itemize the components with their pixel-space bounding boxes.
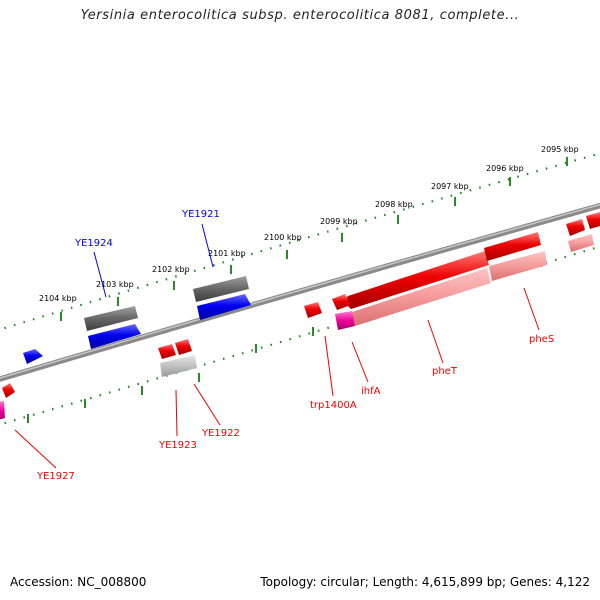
outer-major-ticks [60,157,568,321]
kbp-label: 2098 kbp [375,200,413,209]
gene-label-YE1927: YE1927 [36,471,75,482]
gene-label-YE1924: YE1924 [74,238,113,249]
gene-label-YE1921: YE1921 [181,209,220,220]
gene-label-pheS: pheS [529,334,554,345]
gene-YE1927-rna[interactable] [0,401,5,420]
genome-backbone-highlight [0,203,600,379]
gene-YE1923[interactable] [158,344,176,359]
gene-label-ihfA: ihfA [361,386,381,397]
kbp-label: 2096 kbp [486,164,524,173]
gene-YE1921[interactable] [197,294,251,320]
kbp-label: 2103 kbp [96,280,134,289]
kbp-label: 2102 kbp [152,265,190,274]
gene-label-trp1400A: trp1400A [310,400,357,411]
gene-YE1922[interactable] [175,339,192,355]
gene-ihfA-rna[interactable] [335,311,355,330]
accession-text: Accession: NC_008800 [10,575,147,589]
gene-label-pheT: pheT [432,366,458,377]
gene-small-reverse-b[interactable] [566,219,585,236]
leader-lines-reverse [14,287,540,469]
gene-label-YE1922: YE1922 [201,428,240,439]
kbp-label: 2095 kbp [541,145,579,154]
gene-YE1924-pseudo[interactable] [84,306,138,331]
page-title: Yersinia enterocolitica subsp. enterocol… [80,8,520,23]
gene-pheT-light[interactable] [352,268,491,326]
leader-lines-forward [93,223,214,298]
kbp-label: 2100 kbp [264,233,302,242]
genome-backbone [0,202,600,382]
gene-small-reverse-light[interactable] [568,234,594,252]
genome-summary-text: Topology: circular; Length: 4,615,899 bp… [260,575,590,589]
kbp-label: 2099 kbp [320,217,358,226]
gene-YE1927[interactable] [2,383,15,398]
gene-pheS-block[interactable] [484,232,541,261]
gene-YE1921-pseudo[interactable] [193,276,249,302]
kbp-label: 2104 kbp [39,294,77,303]
gene-pheT-block[interactable] [343,251,489,309]
gene-YE1924[interactable] [88,324,141,349]
kbp-label: 2101 kbp [208,249,246,258]
gene-pheS-light[interactable] [489,251,547,281]
gene-small-reverse-a[interactable] [304,302,322,318]
gene-small-reverse-c[interactable] [586,212,600,229]
outer-tick-ring [0,152,600,331]
gene-small-forward[interactable] [23,349,43,364]
gene-trp1400A[interactable] [332,294,351,310]
inner-tick-ring [0,245,600,426]
gene-YE1923-pseudo[interactable] [160,355,197,377]
kbp-label: 2097 kbp [431,182,469,191]
gene-label-YE1923: YE1923 [158,440,197,451]
